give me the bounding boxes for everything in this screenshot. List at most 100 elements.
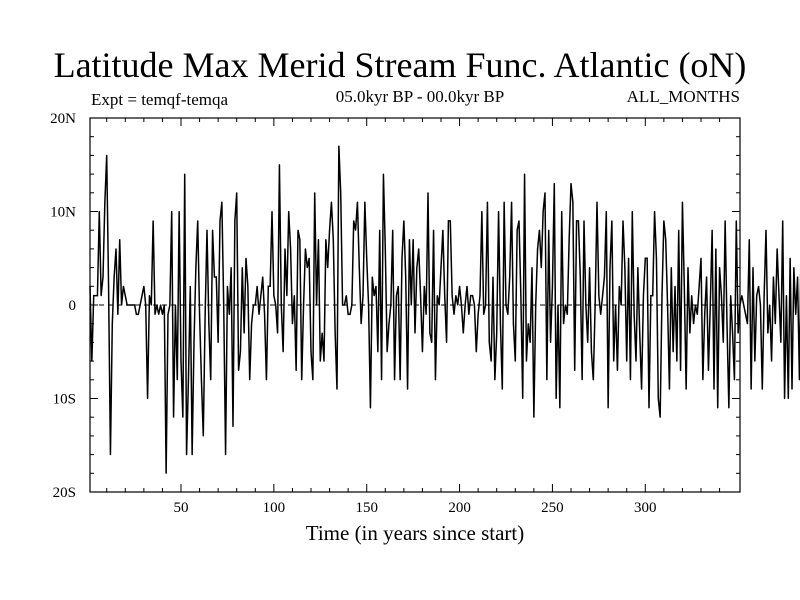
data-point: [440, 267, 442, 269]
plot-frame: [89, 117, 741, 493]
data-point: [717, 407, 719, 409]
data-point: [652, 295, 654, 297]
data-point: [169, 304, 171, 306]
data-point: [763, 295, 765, 297]
data-point: [343, 304, 346, 306]
data-point: [574, 369, 576, 372]
data-point: [466, 285, 468, 287]
data-point: [145, 304, 147, 306]
data-point: [223, 304, 225, 306]
data-point: [700, 257, 702, 259]
data-point: [702, 379, 704, 381]
data-point: [241, 267, 243, 269]
data-point: [705, 276, 708, 278]
data-point: [666, 304, 669, 306]
data-point: [793, 267, 795, 269]
data-point: [159, 304, 162, 306]
series-line: [89, 146, 800, 474]
data-point: [562, 323, 565, 325]
data-point: [468, 313, 470, 315]
data-point: [507, 313, 509, 315]
data-point: [328, 229, 331, 231]
data-point: [462, 332, 464, 334]
data-point: [609, 267, 611, 269]
data-point: [187, 379, 190, 381]
data-point: [531, 267, 533, 269]
data-point: [167, 313, 169, 315]
data-point: [379, 229, 381, 231]
data-point: [689, 332, 691, 334]
period-label: 05.0kyr BP - 00.0kyr BP: [335, 87, 505, 106]
data-point: [310, 351, 312, 353]
y-tick-label: 20S: [53, 485, 76, 501]
data-point: [176, 379, 178, 381]
data-point: [444, 295, 446, 297]
data-point: [278, 164, 281, 166]
data-point: [761, 388, 763, 390]
data-point: [306, 267, 308, 269]
data-point: [529, 341, 531, 343]
data-point: [471, 295, 474, 297]
data-point: [213, 276, 216, 278]
data-point: [536, 248, 539, 250]
axis-ticks: [90, 117, 740, 493]
data-point: [559, 407, 561, 409]
data-point: [724, 220, 726, 222]
data-point: [457, 304, 459, 306]
data-point: [161, 313, 164, 315]
data-point: [488, 341, 490, 343]
data-point: [588, 267, 591, 269]
data-point: [301, 379, 303, 381]
data-point: [340, 192, 342, 194]
data-point: [386, 351, 388, 353]
data-point: [412, 238, 414, 241]
data-point: [288, 210, 290, 213]
data-point: [455, 295, 457, 297]
data-point: [661, 295, 663, 297]
data-point: [657, 397, 659, 400]
data-point: [351, 304, 353, 306]
data-point: [93, 295, 95, 297]
data-point: [336, 388, 338, 390]
data-point: [419, 295, 422, 297]
data-point: [759, 304, 762, 306]
data-point: [152, 220, 154, 222]
data-point: [323, 360, 325, 362]
data-point: [616, 369, 619, 372]
data-point: [137, 313, 139, 315]
data-point: [369, 407, 372, 409]
data-point: [512, 323, 515, 325]
data-point: [156, 304, 158, 306]
data-point: [611, 220, 613, 222]
data-point: [210, 379, 212, 381]
data-point: [256, 285, 258, 287]
data-point: [577, 220, 580, 222]
data-point: [341, 304, 344, 306]
data-point: [709, 304, 711, 306]
data-point: [627, 257, 630, 259]
data-point: [284, 248, 286, 250]
y-tick-label: 10S: [53, 392, 76, 408]
data-point: [782, 220, 784, 222]
data-point: [124, 295, 126, 297]
data-point: [618, 285, 620, 287]
months-label: ALL_MONTHS: [626, 87, 740, 106]
data-point: [224, 454, 227, 456]
data-point: [600, 313, 602, 315]
data-point: [713, 388, 715, 390]
data-point: [189, 285, 191, 287]
data-point: [635, 360, 637, 362]
data-point: [330, 201, 333, 203]
axis-tick-labels: 50 100 150 200 250 300 20N 10N 0 10S 20S: [50, 111, 656, 516]
data-point: [384, 248, 386, 250]
data-point: [535, 304, 537, 306]
data-point: [583, 220, 585, 222]
data-point: [423, 285, 425, 287]
data-point: [640, 388, 643, 390]
data-point: [655, 257, 658, 259]
data-point: [109, 454, 112, 456]
data-point: [523, 173, 526, 175]
data-point: [106, 154, 108, 156]
data-point: [780, 341, 782, 343]
data-point: [479, 295, 481, 297]
